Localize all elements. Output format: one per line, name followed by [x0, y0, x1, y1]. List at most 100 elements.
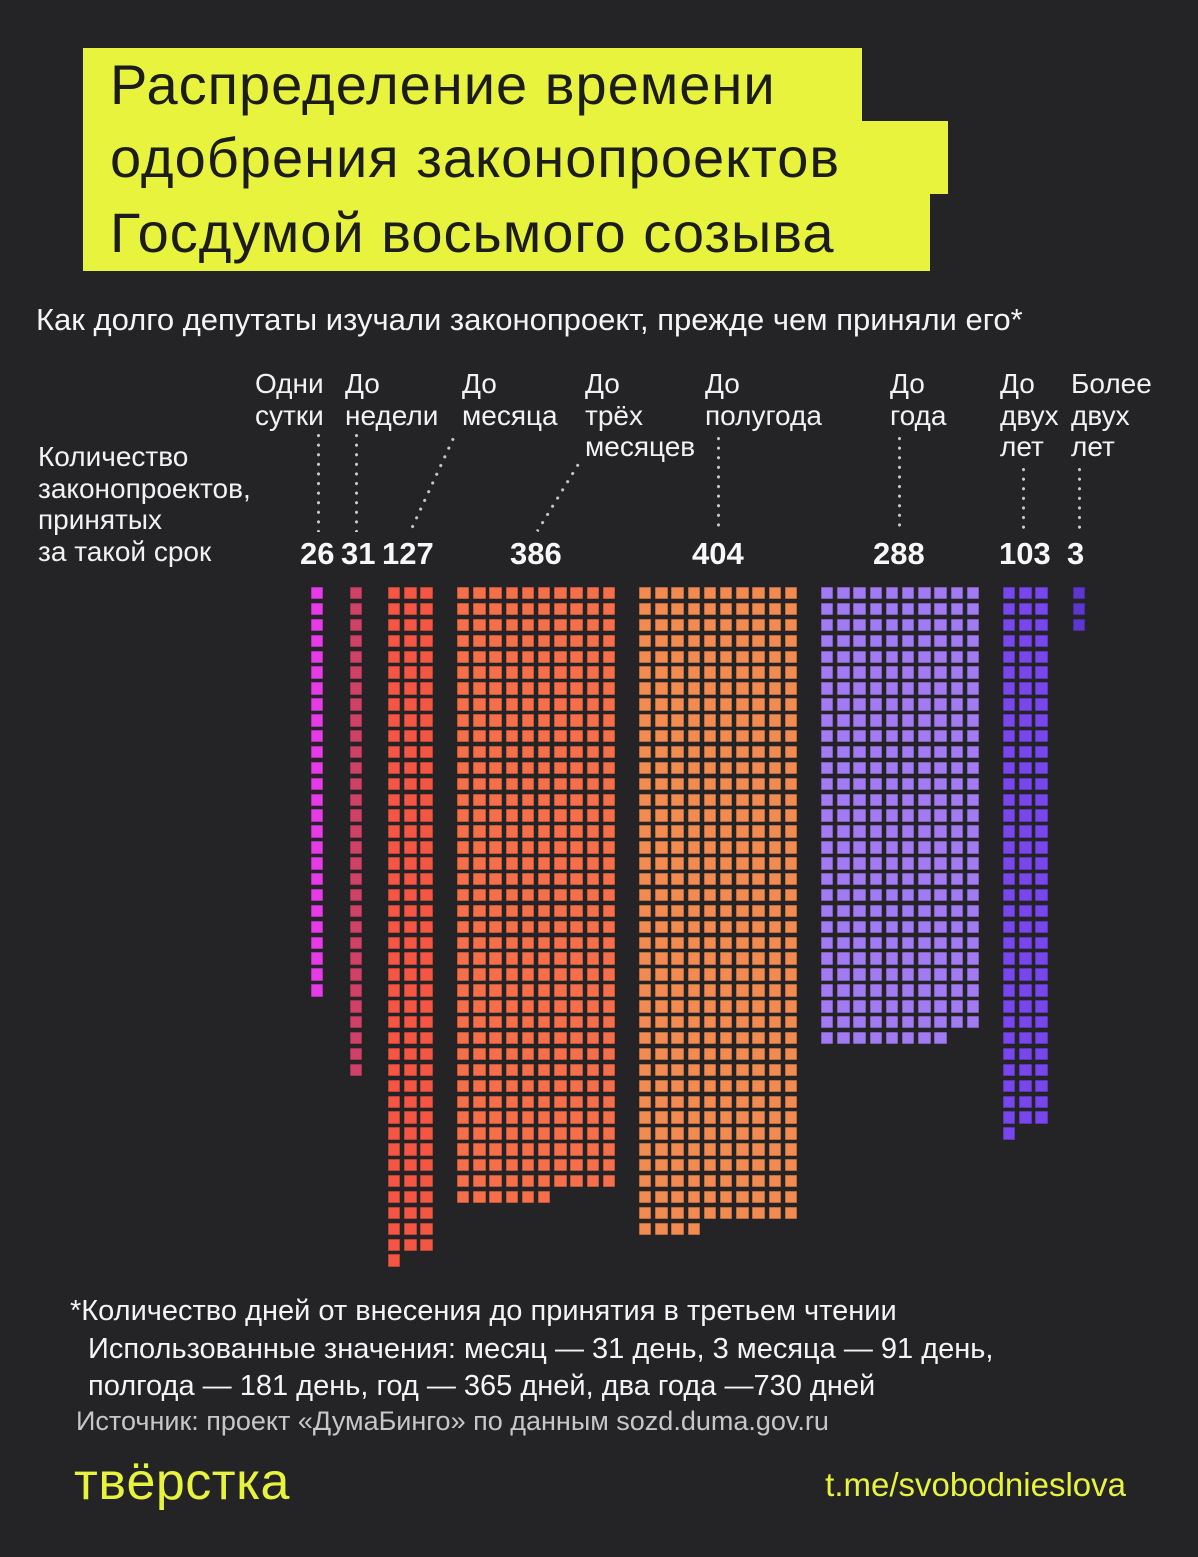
waffle-square	[505, 634, 518, 648]
waffle-square	[639, 936, 652, 949]
waffle-square	[1035, 1016, 1048, 1029]
waffle-square	[768, 698, 781, 711]
waffle-block	[457, 587, 616, 1204]
waffle-square	[350, 1031, 363, 1045]
waffle-square	[521, 666, 535, 679]
waffle-square	[1003, 745, 1016, 759]
waffle-square	[671, 714, 684, 727]
waffle-square	[703, 1143, 717, 1156]
waffle-square	[602, 1127, 616, 1140]
waffle-square	[350, 888, 363, 902]
waffle-square	[821, 888, 834, 902]
waffle-square	[388, 1174, 401, 1188]
waffle-square	[901, 1000, 915, 1013]
waffle-square	[554, 1174, 567, 1188]
waffle-square	[388, 761, 401, 775]
waffle-square	[768, 1174, 781, 1188]
waffle-square	[901, 587, 915, 600]
waffle-square	[918, 682, 931, 695]
waffle-square	[655, 1016, 668, 1029]
waffle-square	[671, 761, 684, 775]
waffle-square	[602, 714, 616, 727]
waffle-square	[703, 1127, 717, 1140]
waffle-square	[784, 1031, 798, 1045]
waffle-square	[671, 777, 684, 791]
waffle-square	[869, 1016, 882, 1029]
waffle-square	[837, 968, 850, 981]
waffle-square	[602, 634, 616, 648]
waffle-square	[687, 857, 700, 870]
waffle-square	[719, 618, 733, 632]
waffle-square	[768, 714, 781, 727]
waffle-square	[554, 761, 567, 775]
waffle-square	[489, 1127, 502, 1140]
waffle-square	[554, 618, 567, 632]
waffle-square	[719, 904, 733, 918]
waffle-square	[821, 793, 834, 806]
category-count: 3	[1067, 536, 1085, 571]
waffle-square	[719, 1143, 733, 1156]
waffle-square	[950, 904, 963, 918]
waffle-square	[1003, 730, 1016, 743]
waffle-square	[736, 650, 749, 663]
waffle-square	[489, 1031, 502, 1045]
waffle-square	[388, 809, 401, 822]
waffle-square	[521, 936, 535, 949]
waffle-square	[1035, 793, 1048, 806]
waffle-square	[350, 745, 363, 759]
waffle-square	[473, 714, 486, 727]
waffle-square	[736, 1063, 749, 1077]
waffle-square	[885, 936, 899, 949]
waffle-square	[311, 793, 324, 806]
waffle-square	[853, 1000, 866, 1013]
waffle-square	[950, 888, 963, 902]
waffle-square	[311, 602, 324, 616]
waffle-square	[586, 602, 599, 616]
waffle-square	[350, 873, 363, 886]
waffle-square	[388, 618, 401, 632]
waffle-square	[768, 793, 781, 806]
waffle-square	[489, 634, 502, 648]
waffle-square	[639, 1222, 652, 1236]
waffle-square	[521, 1063, 535, 1077]
waffle-square	[853, 666, 866, 679]
waffle-square	[388, 857, 401, 870]
waffle-square	[602, 761, 616, 775]
waffle-square	[404, 1159, 417, 1172]
waffle-square	[719, 920, 733, 934]
waffle-square	[404, 1000, 417, 1013]
waffle-square	[687, 793, 700, 806]
waffle-square	[950, 587, 963, 600]
waffle-square	[388, 1047, 401, 1061]
waffle-square	[1035, 857, 1048, 870]
waffle-square	[420, 1016, 433, 1029]
waffle-square	[570, 777, 583, 791]
category-count: 127	[382, 536, 434, 571]
waffle-square	[473, 587, 486, 600]
waffle-square	[655, 1000, 668, 1013]
waffle-square	[388, 666, 401, 679]
waffle-square	[1003, 682, 1016, 695]
waffle-square	[934, 984, 947, 997]
waffle-square	[837, 809, 850, 822]
waffle-square	[655, 761, 668, 775]
waffle-square	[918, 841, 931, 854]
waffle-square	[853, 968, 866, 981]
waffle-square	[639, 634, 652, 648]
waffle-square	[768, 1016, 781, 1029]
waffle-square	[570, 904, 583, 918]
waffle-square	[1003, 873, 1016, 886]
waffle-square	[586, 888, 599, 902]
waffle-square	[420, 714, 433, 727]
waffle-square	[869, 841, 882, 854]
waffle-square	[950, 745, 963, 759]
waffle-square	[655, 1159, 668, 1172]
waffle-square	[489, 714, 502, 727]
waffle-square	[537, 809, 551, 822]
waffle-square	[784, 777, 798, 791]
waffle-square	[1003, 1079, 1016, 1092]
waffle-square	[1035, 745, 1048, 759]
waffle-square	[768, 1143, 781, 1156]
waffle-square	[602, 1063, 616, 1077]
waffle-square	[719, 1127, 733, 1140]
